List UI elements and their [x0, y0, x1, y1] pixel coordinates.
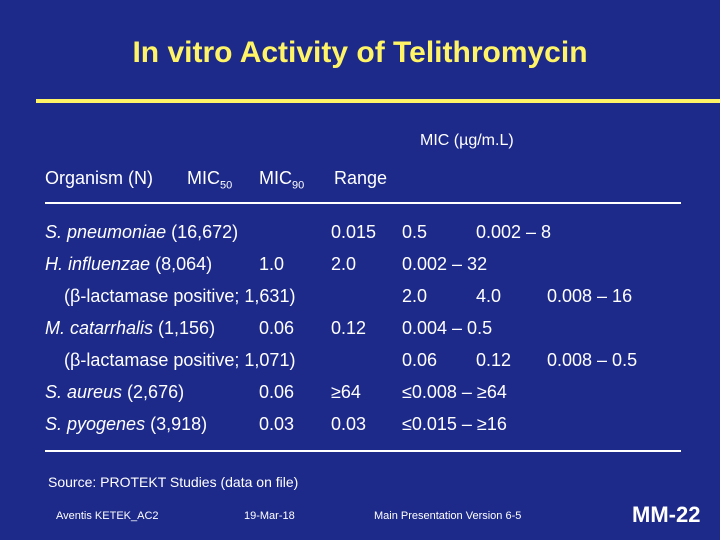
table-cell-mic90: ≥64 [331, 382, 361, 402]
table-bottom-rule [45, 450, 681, 452]
footer-deck-id: Aventis KETEK_AC2 [56, 510, 159, 522]
table-top-rule [45, 202, 681, 204]
table-row-organism: S. aureus (2,676) [45, 382, 185, 402]
table-cell-mic50: 0.03 [259, 414, 295, 434]
title-divider [36, 99, 720, 103]
table-cell-mic90: 0.5 [402, 222, 428, 242]
table-cell-mic90: 0.03 [331, 414, 367, 434]
table-row-organism: M. catarrhalis (1,156) [45, 318, 216, 338]
table-cell-mic50: 0.06 [259, 318, 295, 338]
mic-units-header: MIC (µg/m.L) [420, 132, 514, 149]
table-cell-mic50: 0.015 [331, 222, 377, 242]
table-cell-range: 0.008 – 0.5 [547, 350, 638, 370]
column-header-organism: Organism (N) [45, 168, 154, 188]
table-cell-range: ≤0.008 – ≥64 [402, 382, 507, 402]
table-cell-mic50: 2.0 [402, 286, 428, 306]
table-cell-range: 0.002 – 8 [476, 222, 552, 242]
table-cell-mic90: 0.12 [476, 350, 512, 370]
column-header-mic90: MIC90 [259, 168, 305, 192]
table-cell-range: ≤0.015 – ≥16 [402, 414, 507, 434]
table-row-organism: (β-lactamase positive; 1,071) [64, 350, 296, 370]
table-cell-mic90: 2.0 [331, 254, 357, 274]
table-row-organism: S. pneumoniae (16,672) [45, 222, 239, 242]
source-note: Source: PROTEKT Studies (data on file) [48, 474, 299, 490]
table-row-organism: S. pyogenes (3,918) [45, 414, 208, 434]
table-cell-range: 0.004 – 0.5 [402, 318, 493, 338]
slide-number: MM-22 [632, 502, 701, 527]
slide-title: In vitro Activity of Telithromycin [132, 36, 588, 69]
table-row-organism: (β-lactamase positive; 1,631) [64, 286, 296, 306]
table-cell-mic50: 0.06 [402, 350, 438, 370]
table-cell-mic90: 0.12 [331, 318, 367, 338]
table-cell-mic50: 0.06 [259, 382, 295, 402]
table-cell-range: 0.008 – 16 [547, 286, 633, 306]
column-header-mic50: MIC50 [187, 168, 233, 192]
table-cell-mic90: 4.0 [476, 286, 502, 306]
footer-date: 19-Mar-18 [244, 510, 295, 522]
table-cell-range: 0.002 – 32 [402, 254, 488, 274]
table-row-organism: H. influenzae (8,064) [45, 254, 213, 274]
footer-version: Main Presentation Version 6-5 [374, 510, 522, 522]
table-cell-mic50: 1.0 [259, 254, 285, 274]
column-header-range: Range [334, 168, 388, 188]
